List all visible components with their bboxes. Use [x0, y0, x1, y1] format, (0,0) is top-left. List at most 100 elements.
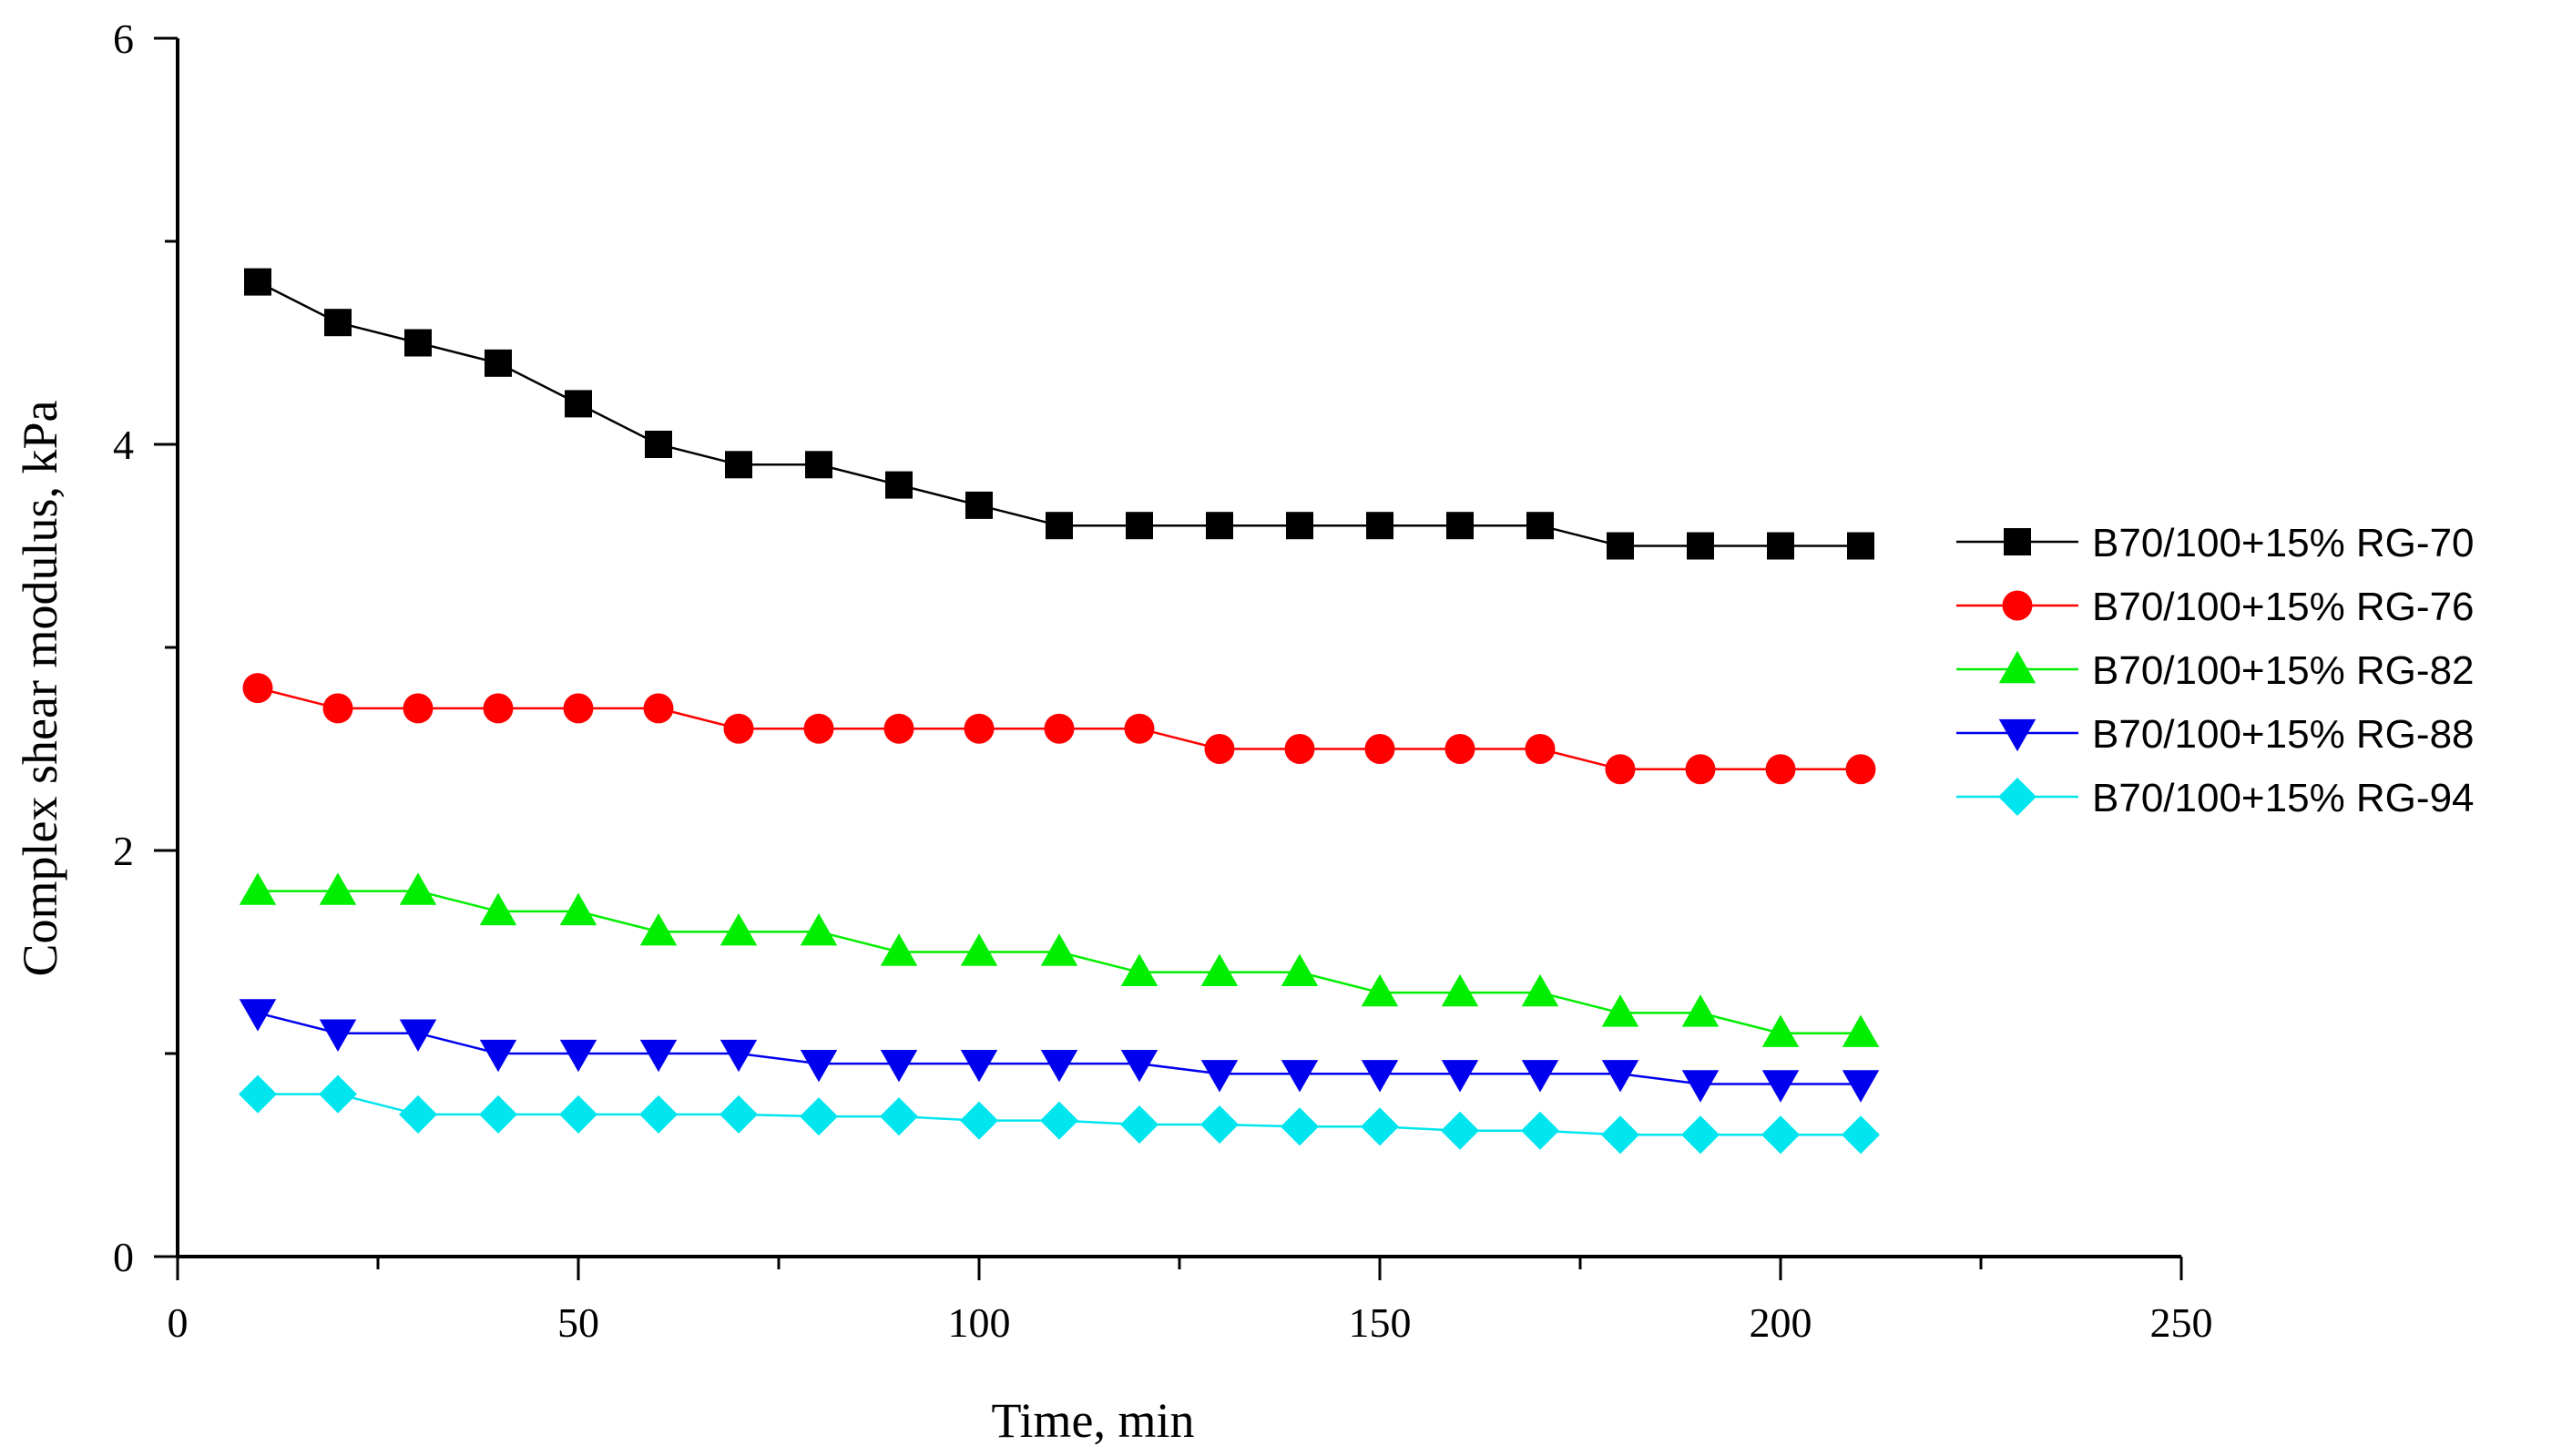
data-point	[559, 892, 597, 926]
data-point	[643, 693, 674, 724]
data-point	[1364, 734, 1395, 764]
data-point	[324, 309, 352, 337]
data-point	[720, 1095, 758, 1134]
data-point	[1206, 512, 1233, 540]
x-tick-label: 0	[168, 1299, 189, 1346]
legend: B70/100+15% RG-70 B70/100+15% RG-76 B70/10…	[1956, 521, 2475, 820]
data-point	[1044, 713, 1075, 744]
series-5	[239, 1074, 1880, 1155]
data-point	[803, 713, 834, 744]
data-point	[1120, 953, 1159, 986]
data-point	[1441, 1060, 1479, 1093]
data-point	[965, 491, 993, 519]
data-point	[319, 1019, 357, 1052]
data-point	[1605, 754, 1636, 785]
data-point	[1761, 1070, 1800, 1103]
data-point	[639, 1039, 678, 1073]
data-point	[1124, 713, 1155, 744]
x-tick-label: 150	[1349, 1299, 1412, 1346]
data-point	[1681, 994, 1720, 1027]
data-point	[479, 1039, 517, 1073]
data-point	[1126, 512, 1153, 540]
data-point	[639, 1095, 678, 1134]
axes: 0 50 100 150 200 250 0 2 4 6	[113, 15, 2213, 1346]
data-point	[1687, 532, 1714, 560]
data-point	[1040, 933, 1078, 966]
legend-marker	[2004, 528, 2031, 555]
data-point	[1286, 512, 1313, 540]
data-point	[485, 349, 512, 377]
data-point	[960, 1101, 998, 1140]
data-point	[239, 1074, 277, 1114]
series-2	[242, 673, 1876, 785]
data-point	[1845, 754, 1876, 785]
data-point	[559, 1039, 597, 1073]
data-point	[1767, 532, 1794, 560]
data-point	[479, 1095, 517, 1134]
data-point	[880, 1097, 918, 1136]
data-point	[242, 673, 273, 704]
data-point	[1681, 1070, 1720, 1103]
data-point	[1681, 1115, 1720, 1155]
data-point	[322, 693, 353, 724]
x-tick-label: 100	[948, 1299, 1011, 1346]
data-point	[1200, 1060, 1239, 1093]
data-point	[399, 1095, 437, 1134]
data-point	[1200, 1105, 1239, 1145]
data-point	[399, 1019, 437, 1052]
data-point	[1200, 953, 1239, 986]
legend-entry: B70/100+15% RG-76	[1956, 585, 2475, 629]
legend-entry: B70/100+15% RG-94	[1956, 776, 2475, 820]
data-point	[880, 933, 918, 966]
data-point	[723, 713, 754, 744]
series-3	[239, 872, 1880, 1047]
data-point	[645, 431, 672, 458]
data-point	[1366, 512, 1393, 540]
data-point	[1040, 1101, 1078, 1140]
data-point	[1607, 532, 1634, 560]
data-point	[403, 693, 434, 724]
data-point	[319, 872, 357, 905]
data-point	[720, 1039, 758, 1073]
data-point	[1601, 1060, 1639, 1093]
y-tick-label: 6	[113, 15, 134, 62]
data-point	[244, 268, 271, 296]
data-point	[1046, 512, 1073, 540]
legend-label: B70/100+15% RG-70	[2092, 521, 2475, 565]
data-point	[239, 999, 277, 1032]
data-point	[1842, 1014, 1880, 1047]
data-point	[1120, 1105, 1159, 1145]
x-tick-label: 200	[1750, 1299, 1812, 1346]
legend-marker	[2002, 590, 2033, 621]
data-point	[1601, 994, 1639, 1027]
data-point	[479, 892, 517, 926]
data-point	[1685, 754, 1716, 785]
legend-entry: B70/100+15% RG-70	[1956, 521, 2475, 565]
legend-label: B70/100+15% RG-82	[2092, 648, 2475, 693]
legend-label: B70/100+15% RG-76	[2092, 585, 2475, 629]
data-point	[1441, 973, 1479, 1007]
legend-marker	[1998, 778, 2036, 816]
data-point	[239, 872, 277, 905]
data-point	[800, 1049, 838, 1083]
data-point	[483, 693, 514, 724]
data-point	[1842, 1070, 1880, 1103]
series-4	[239, 999, 1880, 1103]
data-point	[1521, 1111, 1559, 1150]
data-point	[883, 713, 914, 744]
y-tick-label: 2	[113, 828, 134, 874]
data-point	[1204, 734, 1235, 764]
data-point	[565, 390, 592, 418]
data-point	[880, 1049, 918, 1083]
data-point	[1446, 512, 1474, 540]
legend-marker	[1998, 650, 2036, 684]
data-point	[960, 933, 998, 966]
y-axis-title: Complex shear modulus, kPa	[13, 401, 67, 977]
data-point	[1521, 973, 1559, 1007]
data-point	[1765, 754, 1796, 785]
series-layer	[239, 268, 1880, 1155]
data-point	[404, 329, 432, 357]
data-point	[960, 1049, 998, 1083]
data-point	[1040, 1049, 1078, 1083]
